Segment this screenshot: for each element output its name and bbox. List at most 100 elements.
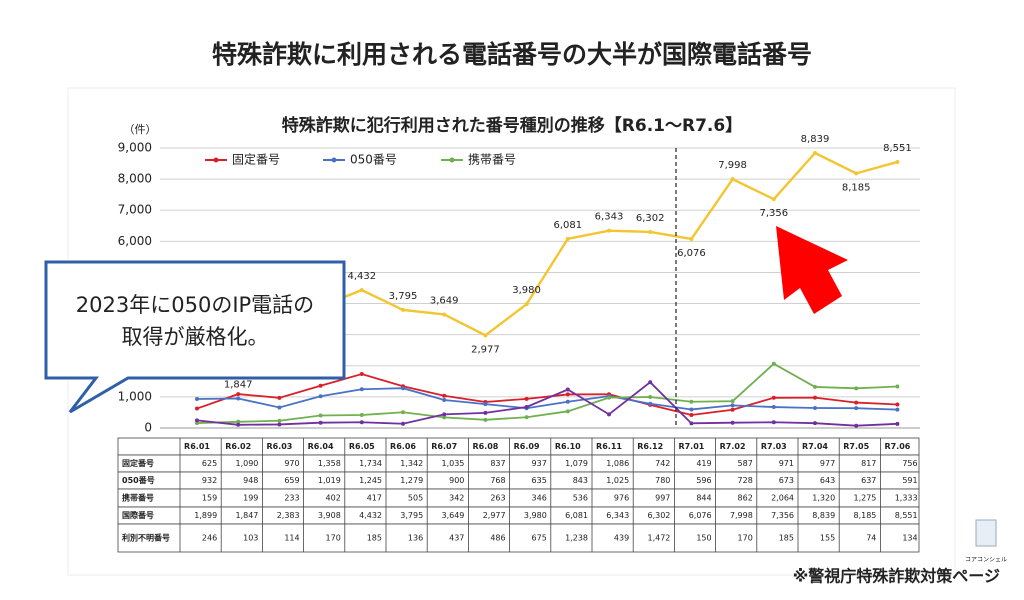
legend-dot — [449, 157, 455, 163]
data-point — [195, 397, 199, 402]
table-cell: 843 — [573, 476, 588, 485]
data-point — [442, 393, 447, 398]
table-header: R6.06 — [390, 442, 416, 451]
table-header: R7.04 — [802, 442, 828, 451]
table-cell: 756 — [902, 459, 917, 468]
red-arrow — [776, 226, 848, 314]
table-cell: 439 — [614, 534, 629, 543]
table-cell: 233 — [284, 494, 299, 503]
table-cell: 900 — [449, 476, 464, 485]
data-point — [318, 394, 323, 399]
data-point — [607, 412, 611, 417]
data-point — [524, 405, 529, 409]
data-point — [730, 420, 735, 425]
table-cell: 1,899 — [194, 511, 217, 520]
data-point — [648, 229, 653, 234]
data-point — [607, 228, 611, 233]
data-label: 3,649 — [430, 295, 459, 306]
data-point — [813, 151, 817, 156]
table-cell: 150 — [696, 534, 711, 543]
table-cell: 1,275 — [853, 494, 876, 503]
table-cell: 3,795 — [400, 511, 423, 520]
heading: 特殊詐欺に利用される電話番号の大半が国際電話番号 — [212, 40, 812, 69]
table-header: R6.05 — [349, 442, 375, 451]
table-header: R6.09 — [514, 442, 540, 451]
table-cell: 728 — [738, 476, 753, 485]
data-point — [359, 372, 364, 377]
data-point — [565, 409, 570, 414]
table-cell: 74 — [866, 534, 876, 543]
table-cell: 3,649 — [441, 511, 464, 520]
table-header: R6.08 — [472, 442, 498, 451]
y-tick-label: 6,000 — [118, 234, 152, 248]
table-cell: 937 — [532, 459, 547, 468]
table-cell: 4,432 — [359, 511, 382, 520]
table-cell: 970 — [284, 459, 299, 468]
data-point — [813, 421, 817, 426]
table-row — [117, 471, 920, 490]
data-label: 7,356 — [759, 208, 788, 219]
table-cell: 780 — [655, 476, 670, 485]
table-header: R6.11 — [596, 442, 622, 451]
data-point — [401, 421, 405, 426]
y-tick-label: 9,000 — [118, 141, 152, 155]
data-point — [524, 302, 529, 307]
data-point — [483, 333, 488, 338]
table-cell: 536 — [573, 494, 588, 503]
series-line — [196, 387, 898, 411]
table-cell: 437 — [449, 534, 464, 543]
table-cell: 6,343 — [606, 511, 629, 520]
data-point — [854, 406, 859, 411]
table-cell: 3,980 — [524, 511, 547, 520]
table-cell: 2,977 — [483, 511, 506, 520]
table-cell: 625 — [202, 459, 217, 468]
table-cell: 6,081 — [565, 511, 588, 520]
table-cell: 1,320 — [812, 494, 835, 503]
data-point — [442, 312, 447, 317]
data-point — [565, 399, 570, 404]
table-cell: 1,238 — [565, 534, 588, 543]
table-header: R7.01 — [678, 442, 704, 451]
data-point — [277, 405, 282, 410]
data-point — [483, 402, 488, 407]
data-point — [813, 395, 817, 400]
data-point — [648, 401, 653, 406]
data-label: 7,998 — [718, 160, 747, 171]
table-cell: 976 — [614, 494, 629, 503]
table-cell: 1,358 — [318, 459, 341, 468]
table-cell: 1,019 — [318, 476, 341, 485]
y-tick-label: 7,000 — [118, 203, 152, 217]
callout-line: 2023年に050のIP電話の — [76, 293, 314, 317]
table-cell: 170 — [326, 534, 341, 543]
table-cell: 419 — [696, 459, 711, 468]
data-point — [854, 171, 859, 176]
table-cell: 1,025 — [606, 476, 629, 485]
data-point — [771, 361, 776, 366]
data-point — [277, 395, 282, 400]
table-cell: 596 — [696, 476, 711, 485]
data-point — [648, 394, 653, 399]
data-table: R6.01 R6.02 R6.03 R6.04 R6.05 R6.06 R6.07 R6.08… — [117, 437, 920, 553]
legend-label: 固定番号 — [232, 152, 280, 167]
data-point — [195, 418, 199, 423]
table-cell: 417 — [367, 494, 382, 503]
table-cell: 134 — [902, 534, 917, 543]
table-row — [117, 488, 920, 508]
table-cell: 170 — [738, 534, 753, 543]
data-point — [318, 413, 323, 418]
y-tick-label: 1,000 — [118, 389, 152, 403]
data-point — [689, 412, 694, 417]
table-cell: 637 — [861, 476, 876, 485]
data-point — [689, 407, 694, 412]
data-point — [401, 410, 405, 415]
y-axis-label: （件） — [124, 123, 157, 136]
table-cell: 1,847 — [235, 511, 258, 520]
data-label: 3,795 — [389, 291, 418, 302]
data-label: 1,847 — [224, 380, 253, 391]
y-tick-label: 0 — [144, 421, 152, 435]
table-header: R6.10 — [555, 442, 581, 451]
table-cell: 1,333 — [895, 494, 918, 503]
data-point — [730, 407, 735, 412]
table-cell: 199 — [243, 494, 258, 503]
